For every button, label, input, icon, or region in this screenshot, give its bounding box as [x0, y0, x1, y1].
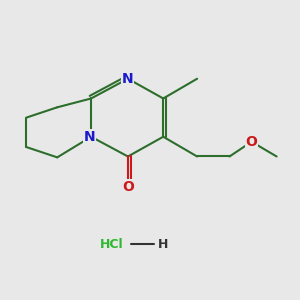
Text: O: O [122, 180, 134, 194]
Text: H: H [158, 238, 168, 251]
Text: O: O [246, 135, 257, 149]
Text: HCl: HCl [100, 238, 124, 251]
Text: N: N [122, 72, 134, 86]
Text: N: N [84, 130, 95, 144]
